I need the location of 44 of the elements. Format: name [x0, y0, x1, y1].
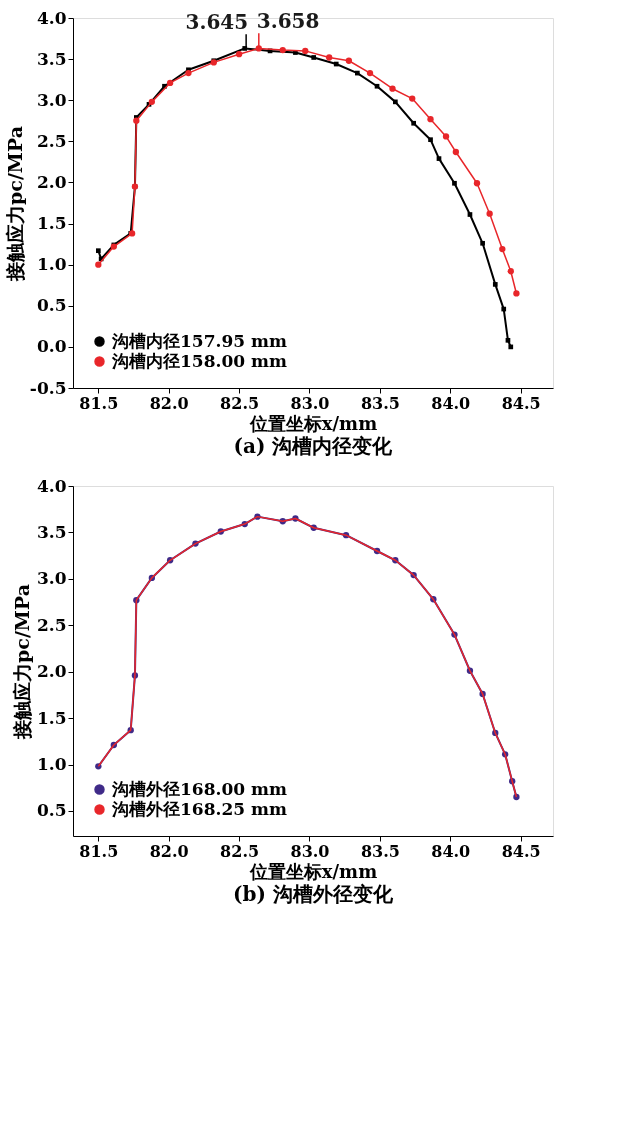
- y-tick-label: 3.5: [36, 521, 67, 542]
- x-axis-title: 位置坐标x/mm: [248, 412, 378, 434]
- y-tick-label: 1.0: [36, 754, 67, 775]
- y-tick-label: -0.5: [29, 377, 67, 398]
- legend-label: 沟槽外径168.25 mm: [111, 798, 287, 819]
- annotation: 3.645: [185, 10, 249, 35]
- x-tick-label: 84.5: [501, 841, 541, 861]
- legend-label: 沟槽内径158.00 mm: [111, 350, 287, 371]
- y-tick-label: 3.0: [36, 568, 67, 589]
- x-tick-label: 83.5: [360, 841, 400, 861]
- y-tick-label: 0.5: [36, 295, 67, 316]
- x-tick-label: 82.5: [220, 841, 260, 861]
- y-tick-label: 4.0: [36, 475, 67, 496]
- y-axis-title: 接触应力pc/MPa: [3, 126, 26, 282]
- x-tick-label: 81.5: [79, 393, 119, 413]
- y-tick-label: 1.5: [36, 213, 67, 234]
- x-tick-label: 82.0: [149, 393, 189, 413]
- x-tick-label: 81.5: [79, 841, 119, 861]
- y-tick-label: 3.0: [36, 89, 67, 110]
- legend-label: 沟槽外径168.00 mm: [111, 778, 287, 799]
- y-tick-label: 2.5: [36, 614, 67, 635]
- x-tick-label: 84.5: [501, 393, 541, 413]
- text: (b) 沟槽外径变化: [233, 882, 394, 906]
- x-tick-label: 84.0: [431, 841, 471, 861]
- legend-label: 沟槽内径157.95 mm: [111, 330, 287, 351]
- x-tick-label: 82.0: [149, 841, 189, 861]
- y-tick-label: 2.0: [36, 171, 67, 192]
- y-axis-title: 接触应力pc/MPa: [10, 584, 33, 740]
- y-tick-label: 1.5: [36, 707, 67, 728]
- annotation: 3.658: [256, 9, 320, 34]
- x-tick-label: 84.0: [431, 393, 471, 413]
- y-tick-label: 0.5: [36, 800, 67, 821]
- y-tick-label: 1.0: [36, 254, 67, 275]
- x-axis-title: 位置坐标x/mm: [248, 860, 378, 882]
- y-tick-label: 2.5: [36, 130, 67, 151]
- x-tick-label: 83.5: [360, 393, 400, 413]
- x-tick-label: 82.5: [220, 393, 260, 413]
- y-tick-label: 4.0: [36, 7, 67, 28]
- y-tick-label: 3.5: [36, 48, 67, 69]
- x-tick-label: 83.0: [290, 393, 330, 413]
- x-tick-label: 83.0: [290, 841, 330, 861]
- y-tick-label: 2.0: [36, 661, 67, 682]
- text: (a) 沟槽内径变化: [233, 434, 394, 458]
- y-tick-label: 0.0: [36, 336, 67, 357]
